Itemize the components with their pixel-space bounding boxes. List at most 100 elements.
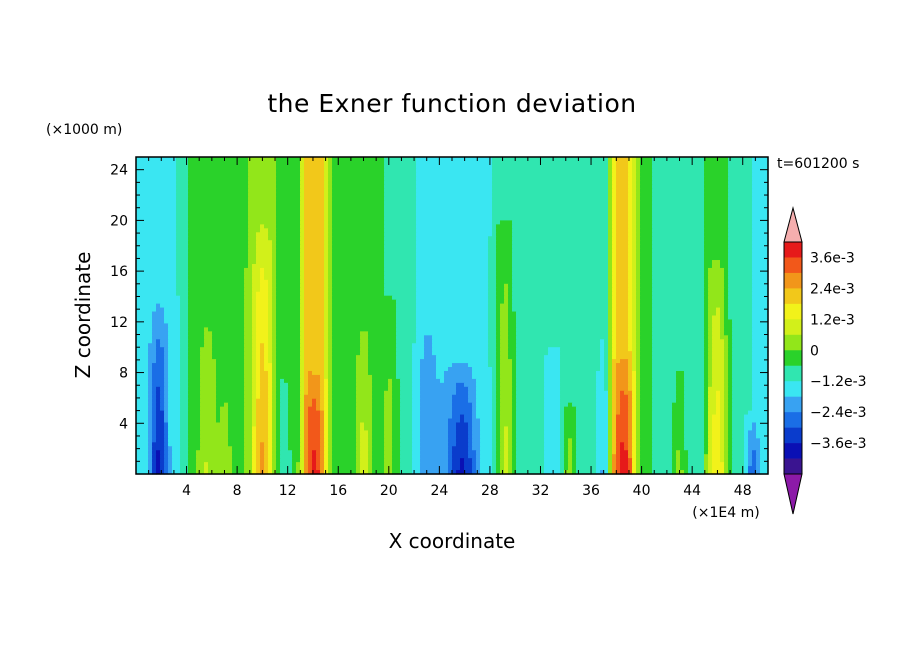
- contour-cell: [272, 462, 277, 467]
- contour-cell: [252, 331, 257, 336]
- contour-cell: [332, 180, 385, 186]
- contour-cell: [480, 426, 493, 432]
- contour-cell: [688, 470, 705, 475]
- contour-cell: [724, 458, 729, 463]
- contour-cell: [616, 164, 629, 170]
- contour-cell: [496, 240, 513, 245]
- contour-cell: [256, 256, 273, 261]
- contour-cell: [616, 295, 629, 301]
- contour-cell: [608, 164, 613, 170]
- contour-cell: [324, 351, 329, 356]
- contour-cell: [612, 438, 617, 443]
- contour-cell: [724, 422, 729, 428]
- contour-cell: [160, 339, 169, 344]
- contour-cell: [300, 212, 305, 218]
- contour-cell: [636, 263, 641, 269]
- contour-cell: [512, 303, 609, 309]
- contour-cell: [368, 434, 373, 439]
- contour-cell: [328, 378, 333, 384]
- contour-cell: [560, 462, 565, 467]
- contour-cell: [268, 410, 273, 416]
- contour-cell: [628, 335, 633, 340]
- contour-cell: [300, 438, 305, 443]
- contour-cell: [500, 327, 509, 332]
- contour-cell: [324, 279, 329, 285]
- contour-cell: [752, 355, 769, 360]
- contour-cell: [512, 402, 517, 408]
- contour-cell: [612, 430, 617, 435]
- contour-cell: [684, 398, 705, 404]
- contour-cell: [320, 406, 325, 412]
- contour-cell: [268, 446, 273, 451]
- contour-cell: [672, 414, 685, 420]
- contour-cell: [188, 422, 201, 428]
- contour-cell: [252, 426, 257, 432]
- contour-cell: [332, 410, 357, 416]
- contour-cell: [304, 323, 325, 328]
- contour-cell: [416, 188, 493, 194]
- contour-cell: [632, 343, 637, 348]
- contour-cell: [604, 343, 609, 348]
- contour-cell: [516, 458, 545, 463]
- contour-cell: [168, 382, 181, 388]
- contour-cell: [256, 458, 261, 463]
- contour-cell: [180, 335, 189, 340]
- contour-cell: [416, 252, 489, 257]
- contour-cell: [244, 359, 253, 364]
- contour-cell: [704, 347, 709, 352]
- contour-cell: [420, 422, 449, 428]
- contour-cell: [400, 450, 413, 455]
- contour-cell: [168, 335, 181, 340]
- contour-cell: [168, 390, 181, 396]
- contour-cell: [752, 291, 769, 297]
- contour-cell: [188, 160, 249, 166]
- contour-cell: [612, 208, 617, 214]
- contour-cell: [392, 466, 401, 471]
- contour-cell: [728, 339, 733, 344]
- contour-cell: [572, 470, 577, 475]
- contour-cell: [472, 374, 493, 380]
- contour-cell: [180, 402, 189, 408]
- contour-cell: [332, 279, 385, 285]
- contour-cell: [320, 378, 325, 384]
- contour-cell: [724, 327, 733, 332]
- contour-cell: [392, 434, 401, 439]
- contour-cell: [272, 351, 277, 356]
- contour-cell: [148, 394, 153, 400]
- contour-cell: [608, 438, 613, 443]
- contour-cell: [504, 442, 509, 447]
- contour-cell: [676, 382, 685, 388]
- contour-cell: [324, 303, 329, 309]
- contour-cell: [636, 382, 641, 388]
- contour-cell: [636, 386, 641, 392]
- contour-cell: [332, 157, 385, 162]
- contour-cell: [728, 382, 733, 388]
- contour-cell: [136, 267, 177, 273]
- contour-cell: [160, 466, 165, 471]
- contour-cell: [676, 386, 685, 392]
- contour-cell: [568, 454, 573, 459]
- contour-cell: [704, 176, 729, 182]
- contour-cell: [324, 359, 329, 364]
- contour-cell: [672, 434, 685, 439]
- contour-cell: [164, 351, 169, 356]
- contour-cell: [512, 374, 517, 380]
- contour-cell: [320, 458, 325, 463]
- contour-cell: [492, 157, 609, 162]
- contour-cell: [544, 410, 561, 416]
- contour-cell: [640, 418, 653, 424]
- colorbar-min-arrow: [783, 473, 803, 515]
- contour-cell: [568, 450, 573, 455]
- contour-cell: [564, 434, 577, 439]
- contour-cell: [152, 339, 157, 344]
- contour-cell: [612, 164, 617, 170]
- contour-cell: [252, 386, 257, 392]
- contour-cell: [200, 382, 217, 388]
- contour-cell: [372, 394, 385, 400]
- contour-cell: [156, 347, 165, 352]
- contour-cell: [496, 224, 513, 229]
- contour-cell: [332, 458, 357, 463]
- contour-cell: [612, 418, 617, 424]
- contour-cell: [728, 406, 733, 412]
- contour-cell: [416, 287, 489, 293]
